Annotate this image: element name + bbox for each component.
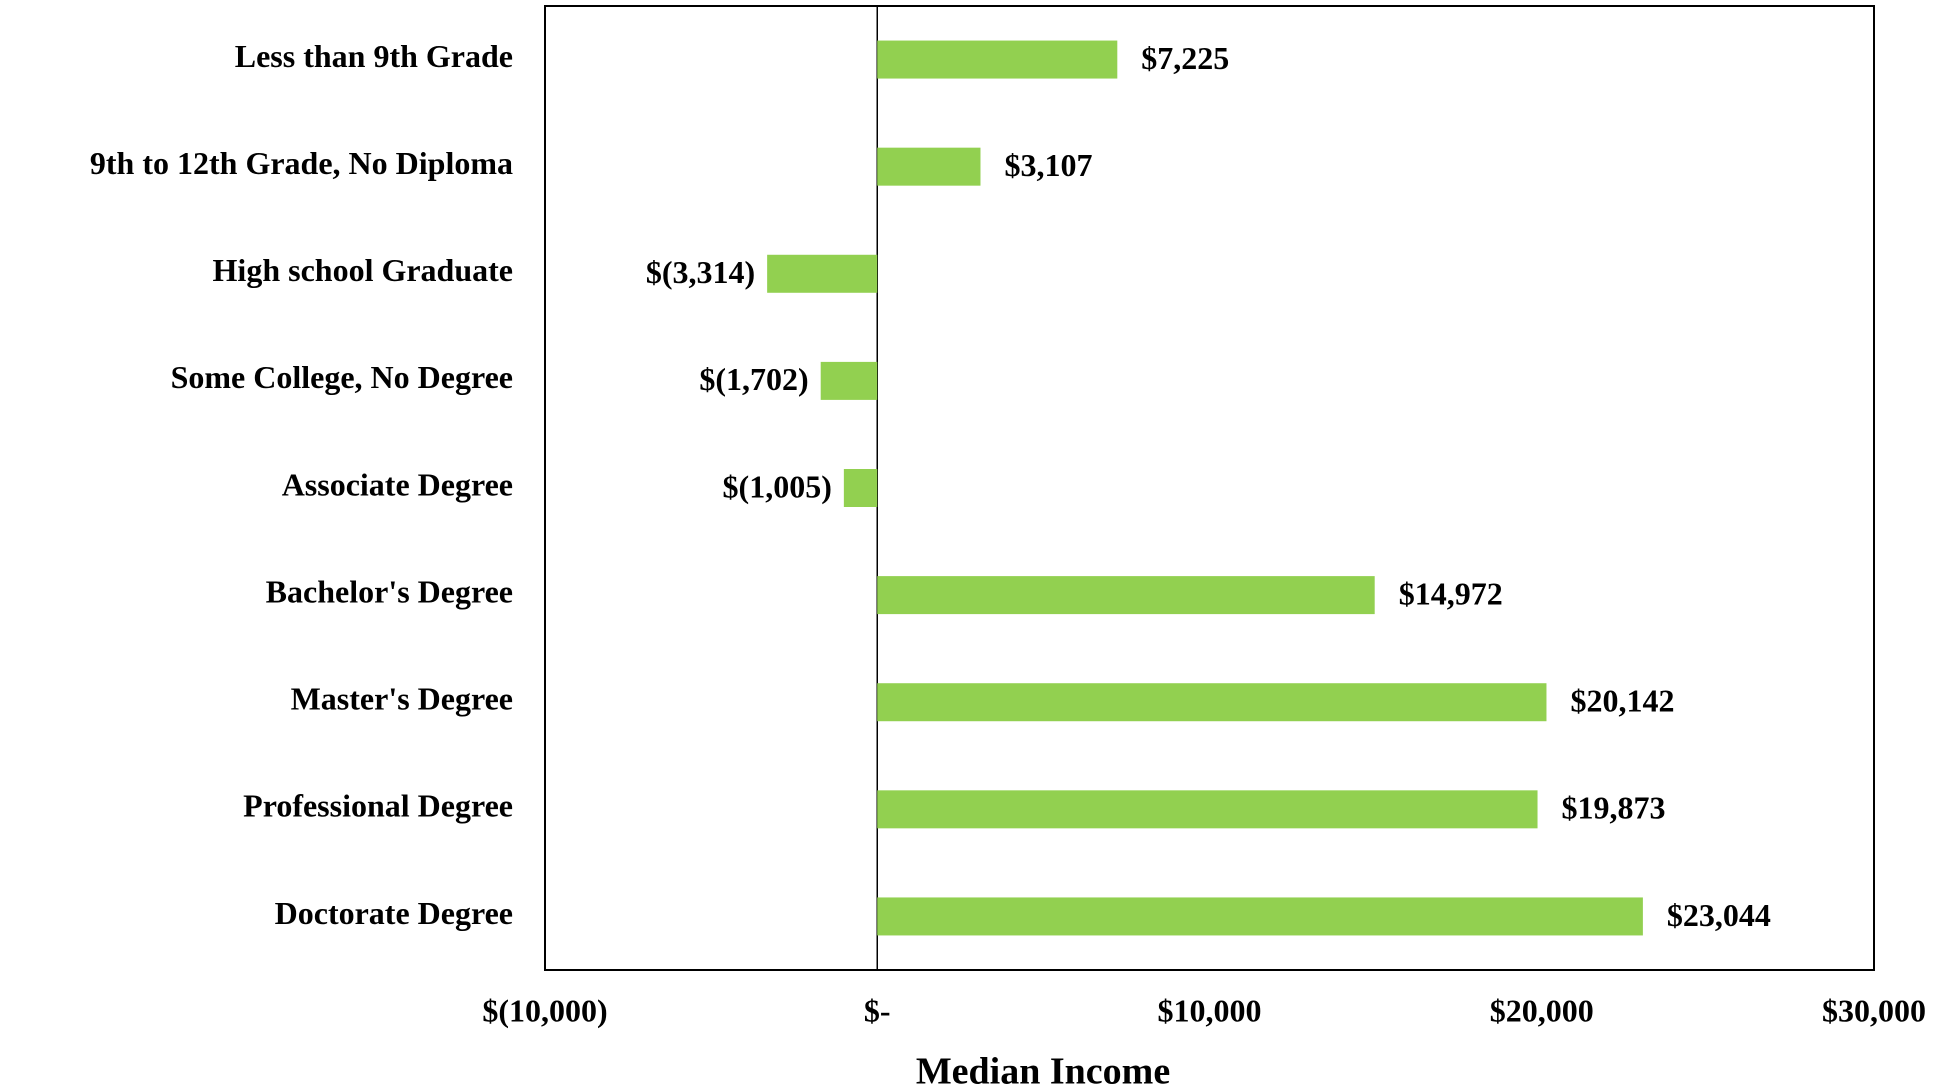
bar (877, 576, 1375, 615)
data-label: $19,873 (1562, 790, 1666, 826)
data-label: $(3,314) (646, 254, 755, 290)
plot-frame (544, 5, 1875, 971)
y-tick-label: High school Graduate (213, 252, 513, 288)
bar (877, 40, 1118, 79)
y-tick-label: Less than 9th Grade (235, 38, 513, 74)
x-axis-title: Median Income (916, 1051, 1170, 1090)
x-tick-label: $10,000 (1158, 992, 1262, 1028)
y-tick-label: Doctorate Degree (275, 895, 513, 931)
x-tick-label: $30,000 (1822, 992, 1926, 1028)
x-tick-label: $20,000 (1490, 992, 1594, 1028)
bar (877, 147, 981, 186)
data-label: $7,225 (1141, 40, 1229, 76)
y-tick-label: Master's Degree (291, 681, 513, 717)
y-tick-label: 9th to 12th Grade, No Diploma (90, 145, 513, 181)
bar (877, 897, 1643, 936)
y-tick-label: Bachelor's Degree (266, 573, 513, 609)
bar (877, 683, 1547, 722)
data-label: $(1,702) (699, 361, 808, 397)
data-label: $14,972 (1399, 575, 1503, 611)
x-tick-label: $- (864, 992, 891, 1028)
data-label: $3,107 (1004, 147, 1092, 183)
data-label: $(1,005) (723, 468, 832, 504)
y-tick-label: Associate Degree (282, 466, 513, 502)
data-label: $20,142 (1570, 683, 1674, 719)
data-label: $23,044 (1667, 897, 1771, 933)
bar (877, 790, 1538, 829)
bar (843, 469, 878, 507)
y-tick-label: Some College, No Degree (171, 359, 513, 395)
x-tick-label: $(10,000) (482, 992, 607, 1028)
bar (767, 254, 878, 293)
y-tick-label: Professional Degree (243, 788, 513, 824)
bar (820, 361, 878, 400)
